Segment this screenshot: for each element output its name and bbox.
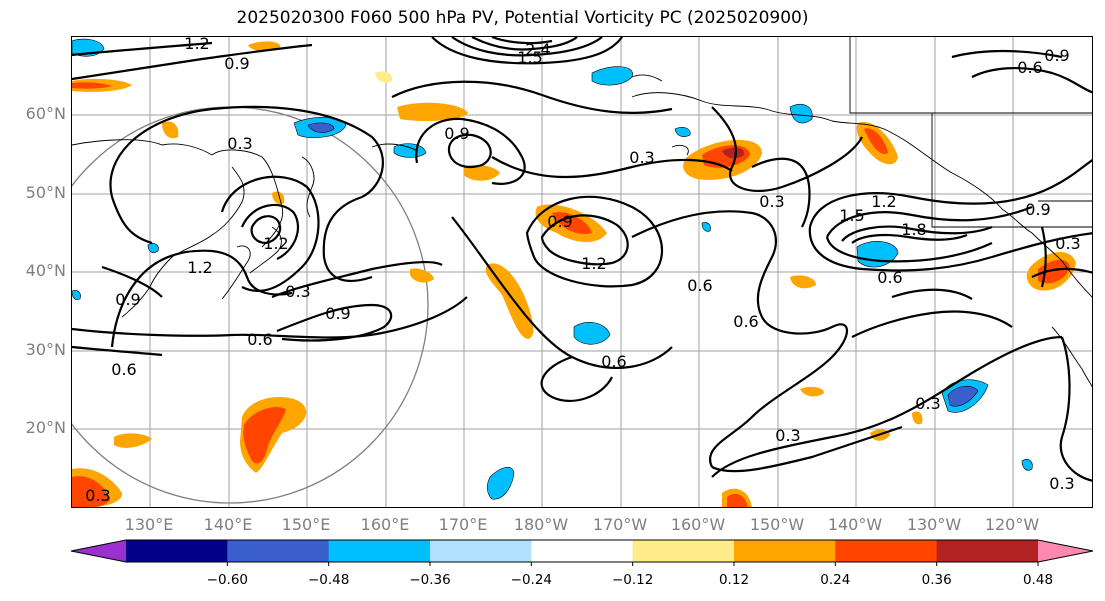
colorbar-cell	[936, 540, 1039, 562]
contour-label: 2.4	[525, 40, 550, 59]
contour-label: 0.6	[733, 312, 758, 331]
contour-label: 0.3	[759, 192, 784, 211]
colorbar-cell	[430, 540, 532, 562]
lon-label-150w: 150°W	[749, 515, 805, 534]
positive-anomaly-fills	[72, 41, 1076, 507]
contour-label: 0.6	[877, 268, 902, 287]
lon-label-140w: 140°W	[827, 515, 883, 534]
contour-label: 1.8	[901, 220, 926, 239]
contour-label: 0.9	[547, 212, 572, 231]
contour-label: 0.3	[915, 394, 940, 413]
lon-label-130e: 130°E	[124, 515, 174, 534]
colorbar-tick-label: −0.48	[307, 572, 350, 588]
colorbar-cell	[531, 540, 634, 562]
contour-label: 1.5	[517, 48, 542, 67]
pv-contours	[72, 37, 1092, 482]
contour-label: 0.3	[775, 426, 800, 445]
colorbar-cells	[70, 539, 1094, 566]
colorbar-tick-label: 0.36	[921, 572, 952, 588]
contour-label: 1.2	[184, 37, 209, 53]
colorbar-tick-label: −0.12	[611, 572, 654, 588]
map-panel: 1.2 0.9 0.3 0.9 2.4 1.5 0.6 0.9 0.3 0.9 …	[71, 36, 1093, 508]
colorbar-cell	[328, 540, 431, 562]
contour-label: 0.3	[227, 134, 252, 153]
lon-label-140e: 140°E	[203, 515, 253, 534]
contour-label: 0.9	[1044, 46, 1069, 65]
colorbar-cell	[632, 540, 735, 562]
colorbar-tick-label: −0.24	[510, 572, 553, 588]
contour-label: 0.3	[1055, 234, 1080, 253]
contour-labels: 1.2 0.9 0.3 0.9 2.4 1.5 0.6 0.9 0.3 0.9 …	[85, 37, 1080, 505]
contour-label: 0.6	[687, 276, 712, 295]
contour-label: 1.5	[839, 206, 864, 225]
coastlines	[72, 37, 1092, 388]
contour-label: 1.2	[871, 192, 896, 211]
lat-label-40n: 40°N	[25, 261, 66, 280]
colorbar-tick-label: 0.48	[1022, 572, 1054, 588]
contour-label: 0.9	[325, 304, 350, 323]
contour-label: 0.3	[1049, 474, 1074, 493]
contour-label: 0.3	[285, 282, 310, 301]
lon-label-150e: 150°E	[281, 515, 331, 534]
contour-label: 0.3	[85, 486, 110, 505]
colorbar-tick-label: 0.24	[820, 572, 851, 588]
lon-label-160e: 160°E	[360, 515, 410, 534]
lon-label-130w: 130°W	[906, 515, 962, 534]
contour-label: 1.2	[187, 258, 212, 277]
colorbar-cell	[227, 540, 330, 562]
lat-label-60n: 60°N	[25, 104, 66, 123]
colorbar-tick-label: 0.12	[718, 572, 750, 588]
colorbar-tick-label: −0.36	[409, 572, 451, 588]
lon-label-170w: 170°W	[592, 515, 648, 534]
contour-label: 1.2	[581, 254, 606, 273]
contour-label: 1.2	[263, 234, 288, 253]
contour-label: 0.9	[1025, 200, 1050, 219]
lon-label-160w: 160°W	[670, 515, 726, 534]
contour-label: 0.6	[111, 360, 136, 379]
map-plot: 1.2 0.9 0.3 0.9 2.4 1.5 0.6 0.9 0.3 0.9 …	[72, 37, 1092, 507]
colorbar-outline	[70, 539, 1094, 563]
lat-label-30n: 30°N	[25, 340, 66, 359]
contour-label: 0.6	[247, 330, 272, 349]
lon-label-120w: 120°W	[984, 515, 1040, 534]
lon-label-170e: 170°E	[438, 515, 488, 534]
lat-label-50n: 50°N	[25, 183, 66, 202]
contour-label: 0.6	[1017, 58, 1042, 77]
colorbar-cell	[734, 540, 836, 562]
lon-label-180w: 180°W	[513, 515, 569, 534]
gridlines	[72, 37, 1092, 507]
contour-label: 0.9	[444, 124, 469, 143]
contour-label: 0.3	[629, 148, 654, 167]
colorbar-cell	[835, 540, 938, 562]
lat-label-20n: 20°N	[25, 418, 66, 437]
colorbar-extend-low	[71, 540, 126, 562]
contour-label: 0.9	[224, 54, 249, 73]
colorbar-extend-high	[1038, 540, 1093, 562]
contour-label: 0.9	[115, 290, 140, 309]
colorbar-cell	[126, 540, 228, 562]
map-title: 2025020300 F060 500 hPa PV, Potential Vo…	[236, 8, 809, 28]
contour-label: 0.6	[601, 352, 626, 371]
colorbar-tick-label: −0.60	[206, 572, 249, 588]
negative-anomaly-fills	[72, 38, 1033, 500]
